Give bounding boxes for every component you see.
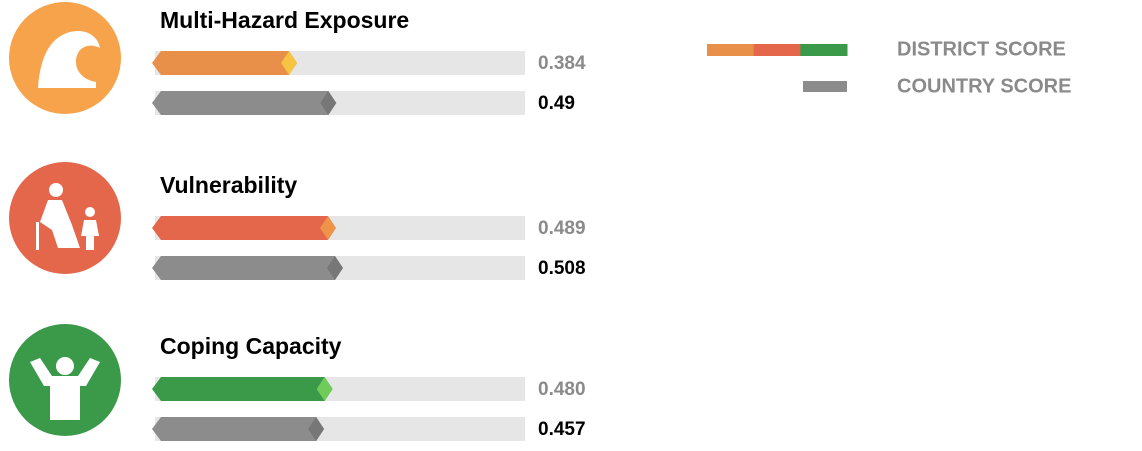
value-label: 0.384 <box>538 53 586 74</box>
bar <box>152 216 336 240</box>
bar <box>152 51 298 75</box>
bar-tip <box>320 91 337 115</box>
legend-swatch <box>707 44 755 56</box>
value-label: 0.49 <box>538 93 575 114</box>
bar-tip <box>316 377 333 401</box>
legend-swatch <box>803 81 847 92</box>
panel-title: Vulnerability <box>160 172 297 198</box>
icon-hazard <box>9 2 121 114</box>
bar-tip <box>326 256 343 280</box>
panel-title: Coping Capacity <box>160 333 342 359</box>
value-label: 0.508 <box>538 258 586 279</box>
value-label: 0.489 <box>538 218 586 239</box>
legend-label: DISTRICT SCORE <box>897 38 1066 60</box>
legend-swatch <box>753 44 801 56</box>
bar <box>152 256 343 280</box>
legend-label: COUNTRY SCORE <box>897 75 1071 97</box>
value-label: 0.480 <box>538 379 586 400</box>
bar-tip <box>308 417 325 441</box>
legend-swatch <box>800 44 848 56</box>
bar-tip <box>319 216 336 240</box>
panel-title: Multi-Hazard Exposure <box>160 7 409 33</box>
bar <box>152 377 333 401</box>
icon-coping <box>9 324 121 436</box>
bar <box>152 417 325 441</box>
value-label: 0.457 <box>538 419 586 440</box>
bar-tip <box>281 51 298 75</box>
bar <box>152 91 337 115</box>
icon-vulnerability <box>9 162 121 274</box>
